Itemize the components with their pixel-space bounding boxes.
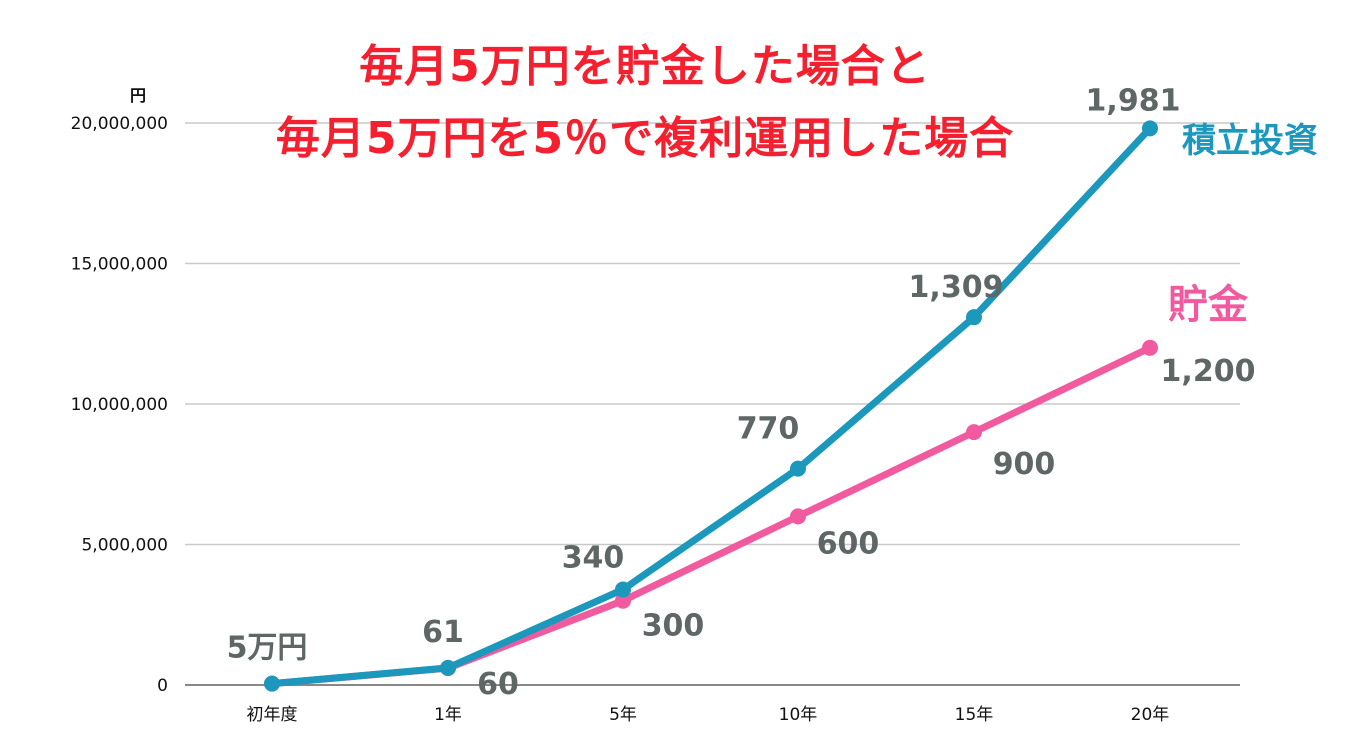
x-tick-label: 10年 <box>779 705 818 725</box>
investment-line <box>268 124 1154 688</box>
data-label: 1,200 <box>1161 354 1256 389</box>
data-label: 770 <box>737 412 800 447</box>
data-point-marker <box>790 508 806 525</box>
chart-title-line-1: 毎月5万円を貯金した場合と <box>359 41 931 92</box>
data-label: 600 <box>817 526 880 561</box>
y-tick-label: 10,000,000 <box>71 395 168 415</box>
y-tick-label: 5,000,000 <box>81 536 168 556</box>
data-point-marker <box>966 309 982 326</box>
data-point-marker <box>1142 339 1158 356</box>
data-label: 60 <box>477 667 519 702</box>
data-point-marker <box>440 659 456 676</box>
data-labels: 5万円 61 340 770 1,309 1,981 60 300 600 900 1,200 <box>227 83 1256 702</box>
data-label: 61 <box>422 615 464 650</box>
x-tick-label: 15年 <box>955 705 994 725</box>
savings-line <box>268 344 1154 688</box>
y-axis: 0 5,000,000 10,000,000 15,000,000 20,000,000… <box>71 86 168 696</box>
data-label: 300 <box>642 609 705 644</box>
data-label: 900 <box>993 447 1056 482</box>
data-point-marker <box>966 424 982 441</box>
series-lines <box>264 120 1158 692</box>
data-label: 1,309 <box>909 270 1004 305</box>
data-point-marker <box>790 460 806 477</box>
data-point-marker <box>1142 120 1158 137</box>
data-label: 1,981 <box>1086 83 1181 118</box>
x-tick-label: 初年度 <box>247 705 298 725</box>
x-axis: 初年度 1年 5年 10年 15年 20年 <box>247 705 1170 725</box>
legend-investment: 積立投資 <box>1182 121 1318 161</box>
y-tick-label: 0 <box>157 676 168 696</box>
x-tick-label: 20年 <box>1131 705 1170 725</box>
y-tick-label: 15,000,000 <box>71 255 168 275</box>
data-label: 340 <box>562 540 625 575</box>
y-axis-unit-label: 円 <box>130 86 146 105</box>
x-tick-label: 1年 <box>434 705 462 725</box>
gridlines <box>185 122 1240 686</box>
y-tick-label: 20,000,000 <box>71 114 168 134</box>
data-point-marker <box>615 581 631 598</box>
legend-savings: 貯金 <box>1168 282 1249 328</box>
data-point-marker <box>615 592 631 609</box>
data-label: 5万円 <box>227 631 308 666</box>
data-point-marker <box>264 675 280 692</box>
chart-title-line-2: 毎月5万円を5％で複利運用した場合 <box>275 113 1015 164</box>
x-tick-label: 5年 <box>609 705 637 725</box>
